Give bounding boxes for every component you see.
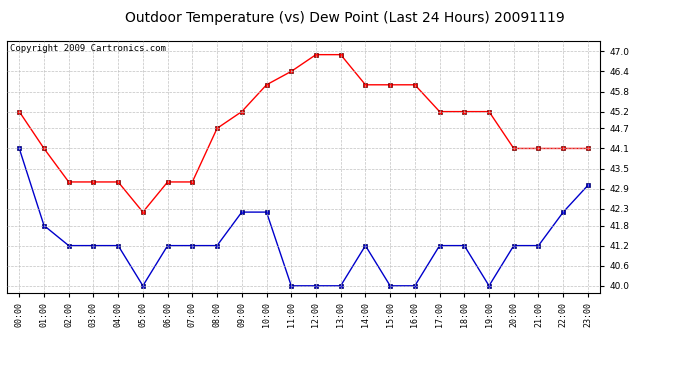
Text: Outdoor Temperature (vs) Dew Point (Last 24 Hours) 20091119: Outdoor Temperature (vs) Dew Point (Last… [125, 11, 565, 25]
Text: Copyright 2009 Cartronics.com: Copyright 2009 Cartronics.com [10, 44, 166, 53]
